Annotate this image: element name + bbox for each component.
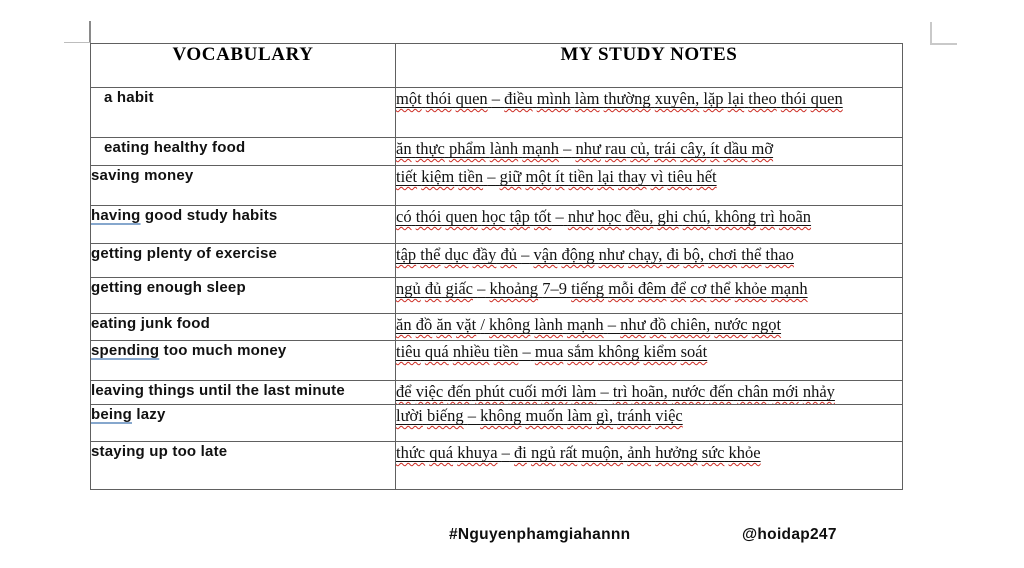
table-row: staying up too late thức quá khuya – đi n… [90,441,903,490]
vocabulary-term-cell: getting plenty of exercise [90,243,396,278]
term-text: lazy [132,406,166,423]
term-text: leaving things until the last minute [91,382,345,399]
vocabulary-term-cell: getting enough sleep [90,277,396,314]
term-text: saving money [91,167,194,184]
study-note-text: thức quá khuya – đi ngủ rất muộn, ảnh hư… [396,443,761,462]
study-note-cell: tập thể dục đầy đủ – vận động như chạy, … [395,243,903,278]
table-row: eating healthy food ăn thực phẩm lành mạn… [90,137,903,166]
vocabulary-term-cell: spending too much money [90,340,396,381]
vocabulary-term-cell: eating healthy food [90,137,396,166]
crop-mark-top-right-horizontal [930,43,957,45]
crop-mark-top-right-vertical [930,22,932,45]
vocabulary-term-cell: leaving things until the last minute [90,380,396,405]
study-note-text: ngủ đủ giấc – khoảng 7–9 tiếng mỗi đêm đ… [396,279,808,298]
table-body: a habit một thói quen – điều mình làm thư… [90,87,903,490]
study-note-text: lười biếng – không muốn làm gì, tránh vi… [396,406,683,425]
table-row: leaving things until the last minute để v… [90,380,903,405]
vocabulary-term-cell: being lazy [90,404,396,442]
underlined-term-word: spending [91,342,160,359]
vocabulary-term-cell: staying up too late [90,441,396,490]
table-row: spending too much money tiêu quá nhiều ti… [90,340,903,381]
study-note-text: tập thể dục đầy đủ – vận động như chạy, … [396,245,794,264]
vocabulary-term-cell: having good study habits [90,205,396,244]
footer: #Nguyenphamgiahannn @hoidap247 [0,526,1024,548]
term-text: a habit [104,89,154,106]
term-text: getting enough sleep [91,279,246,296]
table-row: a habit một thói quen – điều mình làm thư… [90,87,903,138]
study-note-cell: một thói quen – điều mình làm thường xuy… [395,87,903,138]
study-note-cell: thức quá khuya – đi ngủ rất muộn, ảnh hư… [395,441,903,490]
table-row: being lazy lười biếng – không muốn làm gì… [90,404,903,442]
study-note-text: tiêu quá nhiều tiền – mua sắm không kiểm… [396,342,708,361]
study-note-text: ăn đồ ăn vặt / không lành mạnh – như đồ … [396,315,782,334]
underlined-term-word: having [91,207,141,224]
study-note-cell: ngủ đủ giấc – khoảng 7–9 tiếng mỗi đêm đ… [395,277,903,314]
vocabulary-term-cell: a habit [90,87,396,138]
underlined-term-word: being [91,406,132,423]
table-row: eating junk food ăn đồ ăn vặt / không làn… [90,313,903,341]
author-hashtag: #Nguyenphamgiahannn [449,526,631,543]
study-note-text: có thói quen học tập tốt – như học đều, … [396,207,812,226]
table-row: saving money tiết kiệm tiền – giữ một ít … [90,165,903,206]
study-note-text: một thói quen – điều mình làm thường xuy… [396,89,843,108]
table-row: getting enough sleep ngủ đủ giấc – khoảng… [90,277,903,314]
vocabulary-column-header: VOCABULARY [90,43,396,88]
study-notes-column-header: MY STUDY NOTES [395,43,903,88]
term-text: good study habits [140,207,278,224]
study-note-cell: tiêu quá nhiều tiền – mua sắm không kiểm… [395,340,903,381]
study-note-cell: ăn thực phẩm lành mạnh – như rau củ, trá… [395,137,903,166]
crop-mark-top-left-vertical [89,21,91,43]
study-note-cell: tiết kiệm tiền – giữ một ít tiền lại tha… [395,165,903,206]
study-note-cell: ăn đồ ăn vặt / không lành mạnh – như đồ … [395,313,903,341]
term-text: too much money [159,342,287,359]
study-note-cell: có thói quen học tập tốt – như học đều, … [395,205,903,244]
study-note-text: tiết kiệm tiền – giữ một ít tiền lại tha… [396,167,717,186]
term-text: eating healthy food [104,139,246,156]
vocabulary-table: VOCABULARY MY STUDY NOTES a habit một thó… [90,43,903,490]
study-note-cell: lười biếng – không muốn làm gì, tránh vi… [395,404,903,442]
study-note-text: ăn thực phẩm lành mạnh – như rau củ, trá… [396,139,774,158]
vocabulary-term-cell: saving money [90,165,396,206]
table-row: getting plenty of exercise tập thể dục đầ… [90,243,903,278]
table-header-row: VOCABULARY MY STUDY NOTES [90,43,903,88]
study-note-text: để việc đến phút cuối mới làm – trì hoãn… [396,382,835,401]
site-handle: @hoidap247 [742,526,837,543]
crop-mark-top-left-horizontal [64,42,90,43]
term-text: staying up too late [91,443,228,460]
table-row: having good study habits có thói quen học… [90,205,903,244]
vocabulary-term-cell: eating junk food [90,313,396,341]
term-text: eating junk food [91,315,211,332]
term-text: getting plenty of exercise [91,245,278,262]
study-note-cell: để việc đến phút cuối mới làm – trì hoãn… [395,380,903,405]
